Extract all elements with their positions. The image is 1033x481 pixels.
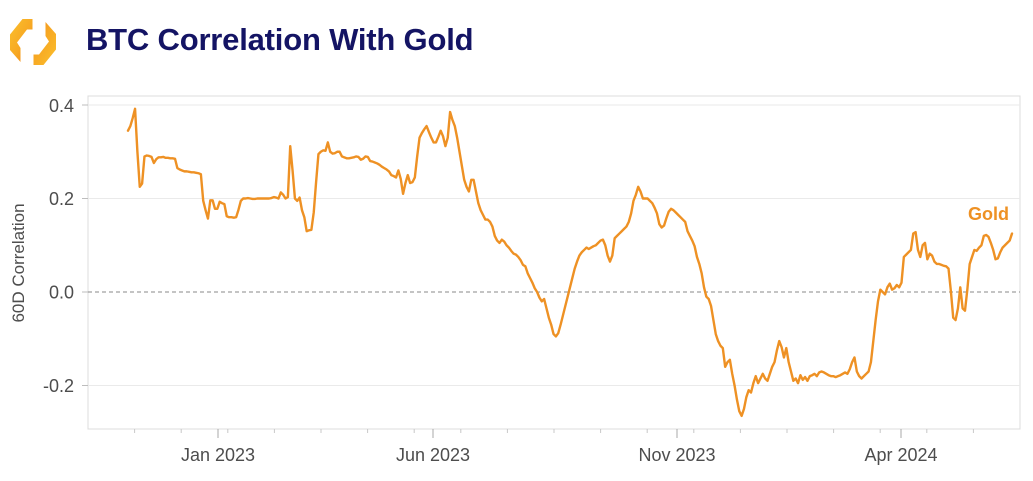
y-tick-label: -0.2 (43, 376, 74, 396)
x-tick-label: Jan 2023 (181, 445, 255, 465)
x-tick-label: Nov 2023 (638, 445, 715, 465)
x-axis-major-ticks (217, 429, 902, 438)
y-axis-tick-labels: 0.4 0.2 0.0 -0.2 (43, 96, 74, 396)
page-title: BTC Correlation With Gold (86, 22, 474, 57)
y-tick-label: 0.2 (49, 189, 74, 209)
y-tick-label: 0.4 (49, 96, 74, 116)
series-line-gold (126, 107, 1014, 418)
plot-area-border (87, 95, 1021, 430)
y-axis-ticks (82, 104, 88, 386)
x-axis-minor-ticks (134, 429, 974, 433)
data-series-group (126, 107, 1014, 418)
brand-logo-icon (8, 17, 58, 67)
chart-header: BTC Correlation With Gold (0, 0, 1033, 92)
series-label-gold: Gold (968, 204, 1009, 224)
y-tick-label: 0.0 (49, 283, 74, 303)
x-tick-label: Apr 2024 (864, 445, 937, 465)
y-axis-title: 60D Correlation (9, 203, 28, 322)
x-axis-tick-labels: Jan 2023 Jun 2023 Nov 2023 Apr 2024 (181, 445, 938, 465)
plot-frame (87, 95, 1021, 430)
x-tick-label: Jun 2023 (396, 445, 470, 465)
